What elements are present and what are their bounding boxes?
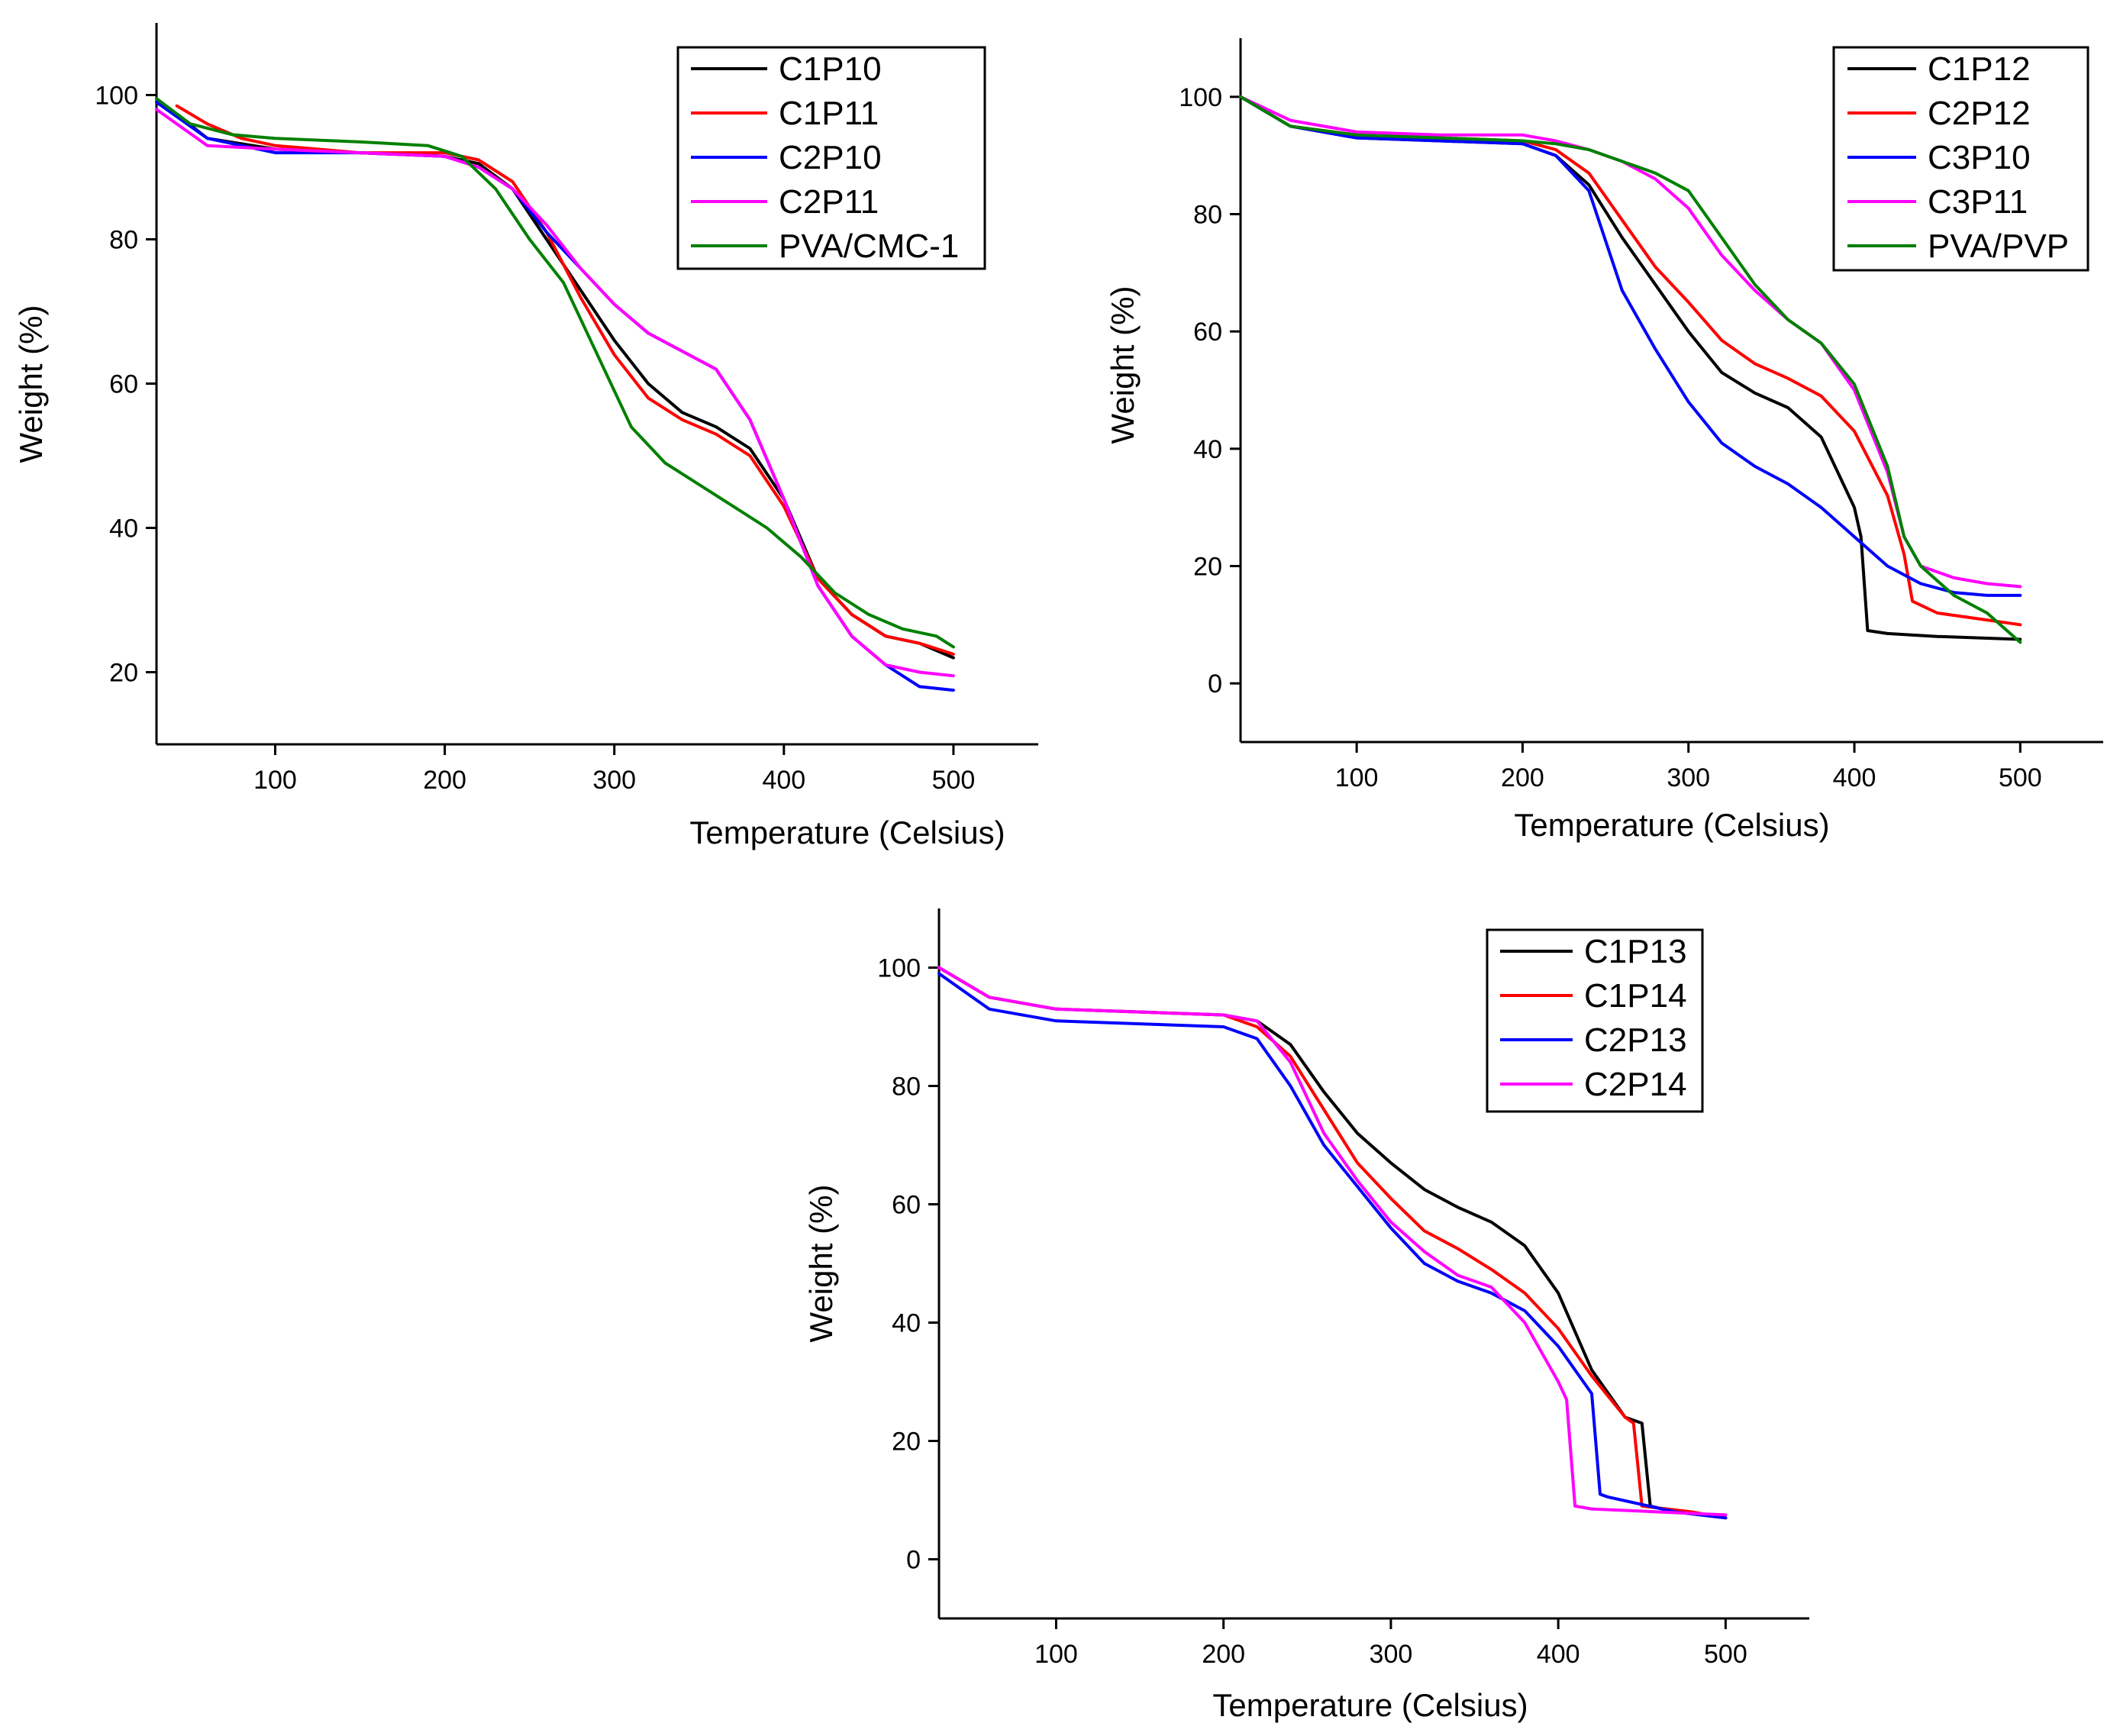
x-tick-label: 300 [1370, 1640, 1413, 1669]
x-tick-label: 200 [1202, 1640, 1245, 1669]
y-tick-label: 60 [892, 1191, 921, 1220]
x-tick-label: 300 [592, 766, 636, 795]
series-line-c2p13 [937, 972, 1728, 1520]
y-tick-label: 80 [1193, 201, 1222, 230]
y-axis-label: Weight (%) [803, 1185, 839, 1343]
legend-label: C2P13 [1584, 1021, 1687, 1059]
y-tick-label: 20 [892, 1428, 921, 1457]
legend: C1P12 C2P12 C3P10 C3P11 PVA/PVP [1832, 46, 2089, 272]
legend: C1P13 C1P14 C2P13 C2P14 [1486, 928, 1704, 1113]
y-axis-label: Weight (%) [1105, 286, 1141, 444]
x-tick-label: 400 [762, 766, 805, 795]
series-line-c2p11 [155, 108, 955, 678]
y-tick-label: 40 [1193, 435, 1222, 464]
y-tick-label: 100 [1179, 83, 1222, 112]
series-line-pva-pvp [1239, 95, 2022, 644]
x-tick-label: 100 [1335, 763, 1379, 792]
legend-label: C3P11 [1928, 183, 2028, 221]
y-tick-label: 100 [95, 82, 138, 111]
x-tick-label: 500 [932, 766, 976, 795]
y-tick-label: 60 [1193, 318, 1222, 347]
series-line-c1p11 [175, 104, 955, 656]
x-tick-label: 200 [423, 766, 466, 795]
y-tick-label: 20 [109, 659, 138, 688]
y-tick-label: 0 [906, 1546, 921, 1575]
y-tick-label: 0 [1208, 670, 1222, 699]
x-tick-label: 100 [1034, 1640, 1078, 1669]
x-axis-label: Temperature (Celsius) [689, 815, 1005, 850]
x-tick-label: 500 [1999, 763, 2042, 792]
legend-label: PVA/PVP [1928, 227, 2069, 265]
y-tick-label: 40 [892, 1309, 921, 1338]
chart-panel-3: 100 200 300 400 500 0 20 40 60 80 100 Temperature (… [803, 908, 1809, 1723]
series-line-c2p14 [937, 966, 1728, 1517]
x-tick-label: 400 [1833, 763, 1876, 792]
legend-label: C2P12 [1928, 95, 2031, 132]
x-tick-label: 200 [1501, 763, 1544, 792]
x-axis-label: Temperature (Celsius) [1212, 1687, 1528, 1723]
x-tick-label: 500 [1704, 1640, 1747, 1669]
legend: C1P10 C1P11 C2P10 C2P11 PVA/CMC-1 [676, 46, 986, 270]
legend-label: PVA/CMC-1 [779, 227, 959, 265]
y-tick-label: 60 [109, 370, 138, 399]
legend-box [1486, 928, 1704, 1113]
x-axis-label: Temperature (Celsius) [1514, 807, 1829, 843]
legend-label: C1P12 [1928, 50, 2031, 88]
y-tick-label: 100 [877, 954, 921, 983]
y-tick-label: 20 [1193, 553, 1222, 582]
legend-label: C2P10 [779, 139, 882, 176]
x-tick-label: 300 [1667, 763, 1710, 792]
legend-label: C2P11 [779, 183, 879, 221]
legend-label: C1P11 [779, 95, 879, 132]
y-tick-label: 40 [109, 515, 138, 544]
chart-panel-1: 100 200 300 400 500 20 40 60 80 100 Temperature (C… [13, 23, 1038, 850]
legend-label: C1P10 [779, 50, 882, 88]
series-line-c3p10 [1239, 95, 2022, 597]
chart-panel-2: 100 200 300 400 500 0 20 40 60 80 100 Temperature (… [1105, 38, 2103, 843]
legend-label: C3P10 [1928, 139, 2031, 176]
series-line-pva-cmc-1 [155, 97, 955, 649]
x-tick-label: 100 [253, 766, 297, 795]
legend-label: C1P13 [1584, 933, 1687, 970]
x-tick-label: 400 [1537, 1640, 1580, 1669]
legend-label: C2P14 [1584, 1066, 1687, 1103]
y-tick-label: 80 [892, 1073, 921, 1102]
y-axis-label: Weight (%) [13, 305, 49, 463]
legend-label: C1P14 [1584, 977, 1687, 1015]
y-tick-label: 80 [109, 226, 138, 255]
